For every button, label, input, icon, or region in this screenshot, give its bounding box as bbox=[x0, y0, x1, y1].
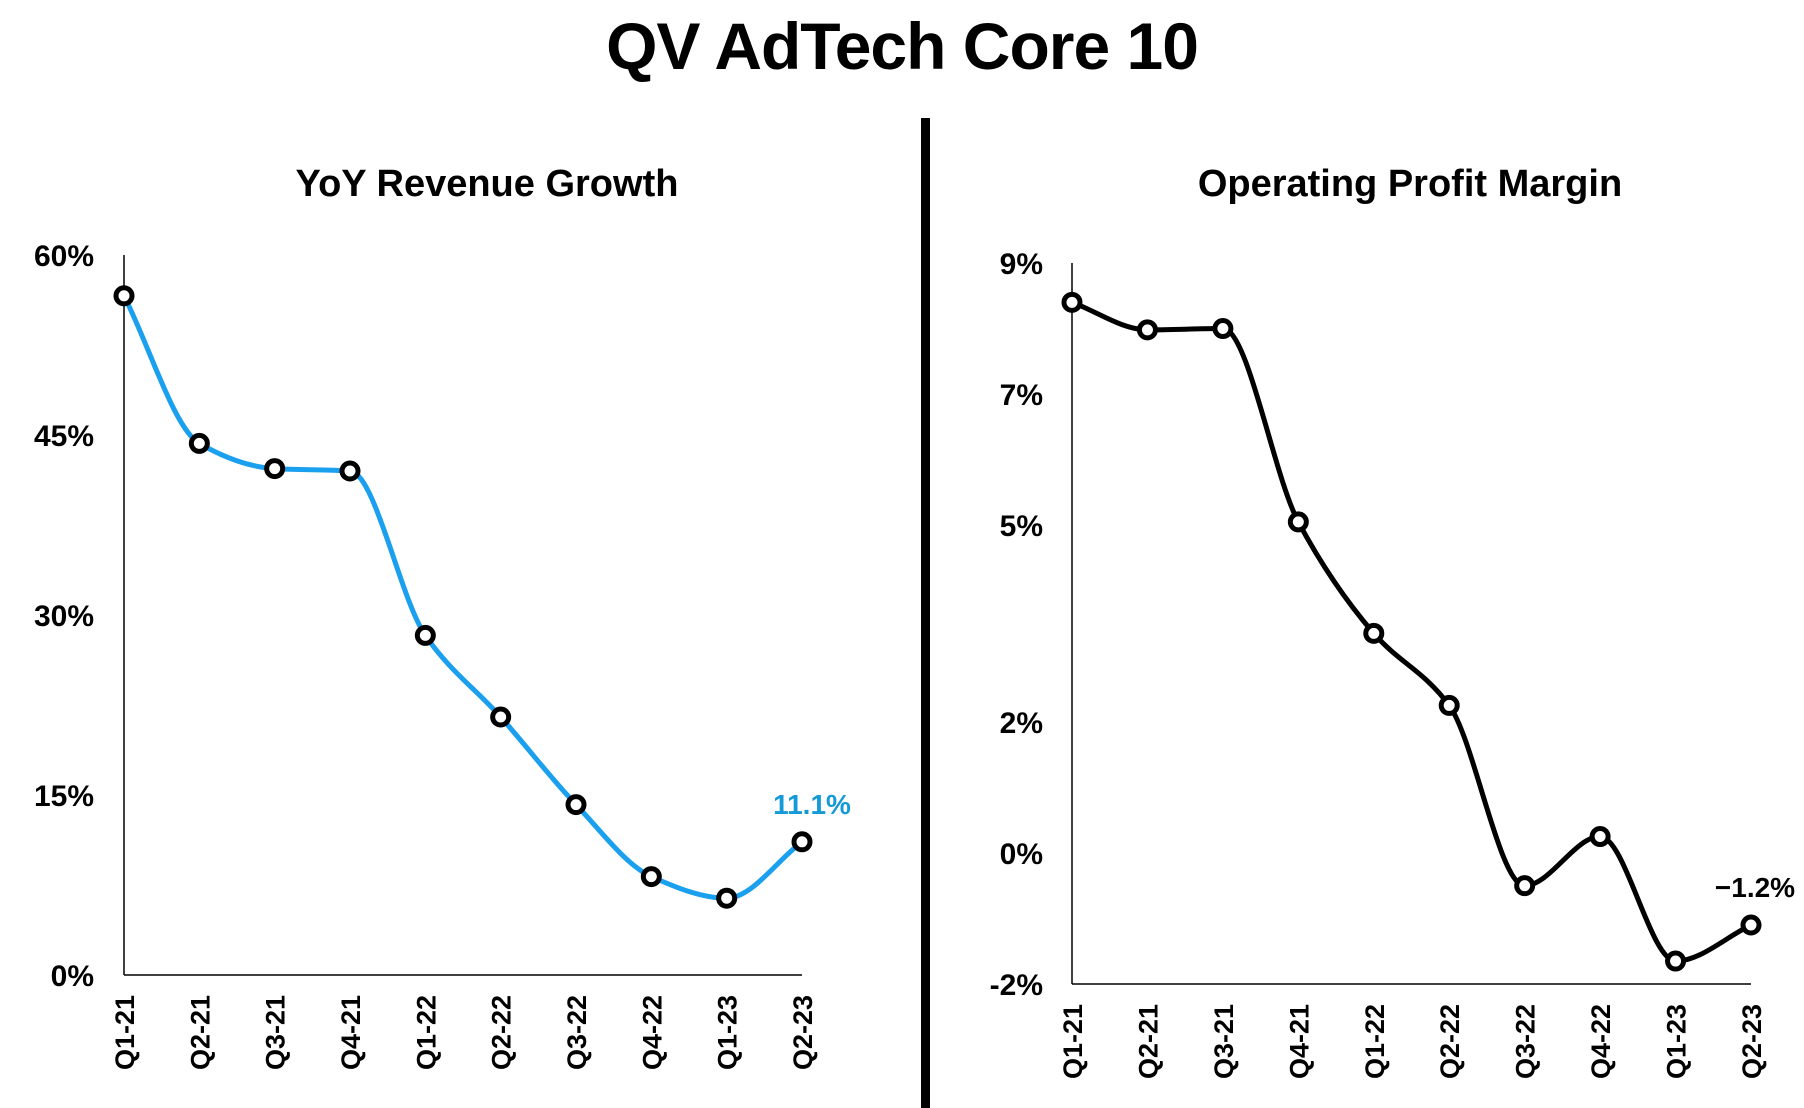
data-point bbox=[716, 887, 738, 909]
x-tick-label: Q2-23 bbox=[788, 995, 818, 1070]
x-tick-label: Q4-21 bbox=[336, 995, 366, 1070]
panel-divider bbox=[921, 118, 930, 1108]
y-tick-label: 2% bbox=[1000, 707, 1043, 740]
y-tick-label: 9% bbox=[1000, 248, 1043, 281]
x-tick-label: Q2-21 bbox=[185, 995, 215, 1070]
x-tick-label: Q2-21 bbox=[1133, 1004, 1163, 1079]
data-point bbox=[490, 706, 512, 728]
data-point bbox=[1212, 318, 1234, 340]
page-title: QV AdTech Core 10 bbox=[606, 9, 1199, 83]
series-line bbox=[121, 293, 805, 901]
x-tick-label: Q4-22 bbox=[1586, 1004, 1616, 1079]
chart-title: YoY Revenue Growth bbox=[296, 163, 679, 205]
data-label: 11.1% bbox=[773, 789, 851, 820]
data-point bbox=[264, 458, 286, 480]
data-point bbox=[1589, 826, 1611, 848]
x-tick-label: Q2-23 bbox=[1737, 1004, 1767, 1079]
data-point bbox=[1665, 950, 1687, 972]
y-tick-label: 60% bbox=[34, 240, 94, 273]
x-tick-label: Q1-23 bbox=[1662, 1004, 1692, 1079]
x-tick-label: Q1-22 bbox=[1360, 1004, 1390, 1079]
y-tick-label: 7% bbox=[1000, 379, 1043, 412]
y-tick-label: 45% bbox=[34, 420, 94, 453]
data-point bbox=[188, 432, 210, 454]
data-point bbox=[1061, 291, 1083, 313]
data-label: −1.2% bbox=[1715, 872, 1795, 903]
x-tick-label: Q4-22 bbox=[637, 995, 667, 1070]
y-tick-label: 0% bbox=[51, 960, 94, 993]
data-point bbox=[113, 285, 135, 307]
series-line bbox=[1069, 299, 1754, 964]
x-tick-label: Q3-22 bbox=[1511, 1004, 1541, 1079]
x-tick-label: Q2-22 bbox=[487, 995, 517, 1070]
data-point bbox=[339, 460, 361, 482]
chart-title: Operating Profit Margin bbox=[1198, 163, 1622, 205]
x-tick-label: Q1-23 bbox=[713, 995, 743, 1070]
y-tick-label: 0% bbox=[1000, 838, 1043, 871]
y-tick-label: -2% bbox=[990, 969, 1043, 1002]
x-tick-label: Q4-21 bbox=[1284, 1004, 1314, 1079]
x-tick-label: Q1-22 bbox=[411, 995, 441, 1070]
data-point bbox=[1514, 875, 1536, 897]
y-tick-label: 30% bbox=[34, 600, 94, 633]
x-tick-label: Q1-21 bbox=[1058, 1004, 1088, 1079]
revenue-growth-chart: YoY Revenue Growth 0% 15% 30% 45% 60% Q1-21 Q2-… bbox=[34, 163, 851, 1070]
data-point bbox=[1438, 694, 1460, 716]
data-point bbox=[565, 794, 587, 816]
x-tick-label: Q2-22 bbox=[1435, 1004, 1465, 1079]
x-tick-label: Q3-21 bbox=[261, 995, 291, 1070]
data-point bbox=[1287, 511, 1309, 533]
data-point bbox=[1136, 319, 1158, 341]
data-point bbox=[1363, 622, 1385, 644]
x-tick-label: Q3-22 bbox=[562, 995, 592, 1070]
x-tick-label: Q3-21 bbox=[1209, 1004, 1239, 1079]
y-tick-label: 15% bbox=[34, 780, 94, 813]
data-point bbox=[640, 866, 662, 888]
y-tick-label: 5% bbox=[1000, 510, 1043, 543]
data-point bbox=[414, 624, 436, 646]
x-tick-label: Q1-21 bbox=[110, 995, 140, 1070]
data-point bbox=[1740, 914, 1762, 936]
data-point bbox=[791, 831, 813, 853]
